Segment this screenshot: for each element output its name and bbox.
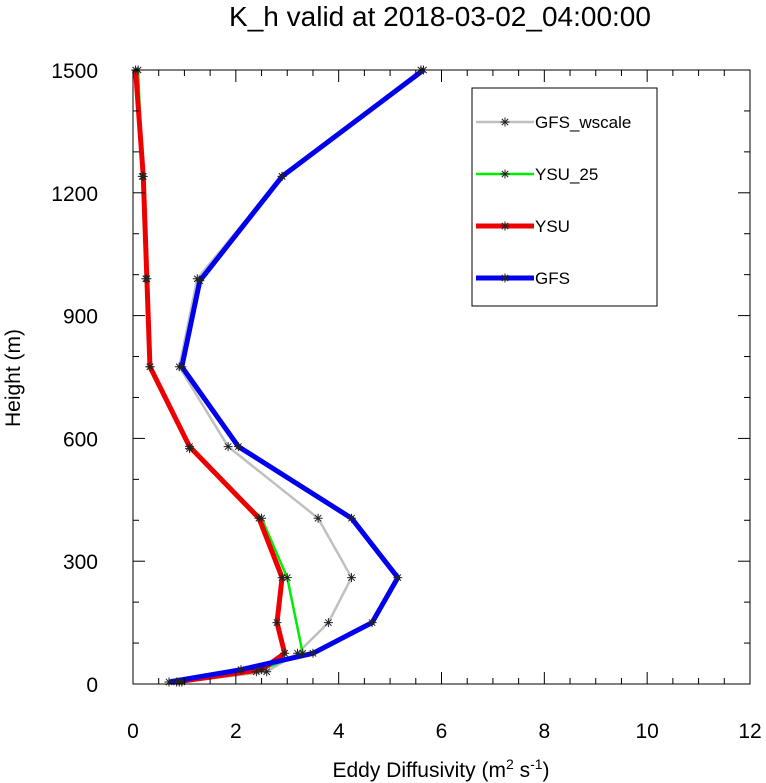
y-tick-label: 900 bbox=[63, 306, 98, 329]
x-axis-label-sup-2: -1 bbox=[530, 756, 543, 772]
x-tick-label: 4 bbox=[333, 720, 345, 743]
x-tick-label: 10 bbox=[635, 720, 658, 743]
chart-title: K_h valid at 2018-03-02_04:00:00 bbox=[229, 1, 651, 32]
plot-area bbox=[131, 65, 429, 687]
legend-item-ysu-25: YSU_25 bbox=[476, 165, 598, 184]
data-point bbox=[262, 667, 272, 677]
legend-label: GFS_wscale bbox=[535, 113, 631, 132]
data-point bbox=[172, 677, 182, 687]
series-markers-gfs bbox=[164, 65, 429, 687]
axis-ticks: 0 2 4 6 8 10 12 0 300 600 900 1200 1500 bbox=[51, 60, 761, 743]
legend-marker bbox=[500, 273, 510, 283]
data-point bbox=[367, 618, 377, 628]
x-axis-label-end: ) bbox=[543, 759, 550, 782]
data-point bbox=[347, 513, 357, 523]
data-point bbox=[293, 648, 303, 658]
legend-marker bbox=[500, 117, 510, 127]
data-point bbox=[236, 665, 246, 675]
series-gfs bbox=[168, 68, 426, 685]
x-axis-label: Eddy Diffusivity (m2 s-1) bbox=[332, 756, 549, 782]
y-tick-label: 600 bbox=[63, 428, 98, 451]
data-point bbox=[142, 274, 152, 284]
data-point bbox=[272, 618, 282, 628]
y-tick-label: 300 bbox=[63, 551, 98, 574]
legend: GFS_wscale YSU_25 YSU GFS bbox=[471, 87, 658, 307]
legend-marker bbox=[500, 169, 510, 179]
series-markers-ysu bbox=[131, 65, 290, 687]
data-point bbox=[257, 665, 267, 675]
y-tick-label: 1200 bbox=[51, 183, 98, 206]
legend-item-gfs: GFS bbox=[476, 269, 570, 288]
data-point bbox=[298, 648, 308, 658]
data-point bbox=[254, 513, 264, 523]
series-ysu bbox=[133, 69, 288, 685]
x-tick-label: 2 bbox=[230, 720, 242, 743]
data-point bbox=[282, 573, 292, 583]
data-point bbox=[251, 667, 261, 677]
data-point bbox=[323, 618, 333, 628]
series-line-ysu-25 bbox=[136, 69, 304, 684]
y-tick-label: 0 bbox=[86, 674, 98, 697]
series-line-ysu bbox=[133, 69, 288, 685]
data-point bbox=[138, 171, 148, 181]
legend-label: GFS bbox=[535, 269, 570, 288]
x-tick-label: 8 bbox=[538, 720, 550, 743]
data-point bbox=[393, 573, 403, 583]
series-ysu-25 bbox=[136, 69, 304, 684]
legend-item-ysu: YSU bbox=[476, 217, 570, 236]
legend-label: YSU_25 bbox=[535, 165, 598, 184]
data-point bbox=[185, 442, 195, 452]
data-point bbox=[277, 171, 287, 181]
x-tick-label: 0 bbox=[127, 720, 139, 743]
legend-item-gfs-wscale: GFS_wscale bbox=[476, 113, 631, 132]
data-point bbox=[233, 442, 243, 452]
data-point bbox=[308, 648, 318, 658]
data-point bbox=[145, 362, 155, 372]
data-point bbox=[164, 677, 174, 687]
y-tick-label: 1500 bbox=[51, 60, 98, 83]
data-point bbox=[177, 362, 187, 372]
series-line-gfs bbox=[168, 68, 426, 685]
data-point bbox=[195, 276, 205, 286]
data-point bbox=[313, 513, 323, 523]
data-point bbox=[277, 573, 287, 583]
x-axis-label-sup-1: 2 bbox=[506, 756, 514, 772]
x-tick-label: 6 bbox=[436, 720, 448, 743]
data-point bbox=[280, 648, 290, 658]
x-axis-label-mid: s bbox=[514, 759, 530, 782]
legend-label: YSU bbox=[535, 217, 570, 236]
x-axis-label-main: Eddy Diffusivity (m bbox=[332, 759, 506, 782]
data-point bbox=[223, 442, 233, 452]
x-tick-label: 12 bbox=[738, 720, 761, 743]
y-axis-label: Height (m) bbox=[2, 329, 25, 427]
data-point bbox=[347, 573, 357, 583]
legend-marker bbox=[500, 221, 510, 231]
